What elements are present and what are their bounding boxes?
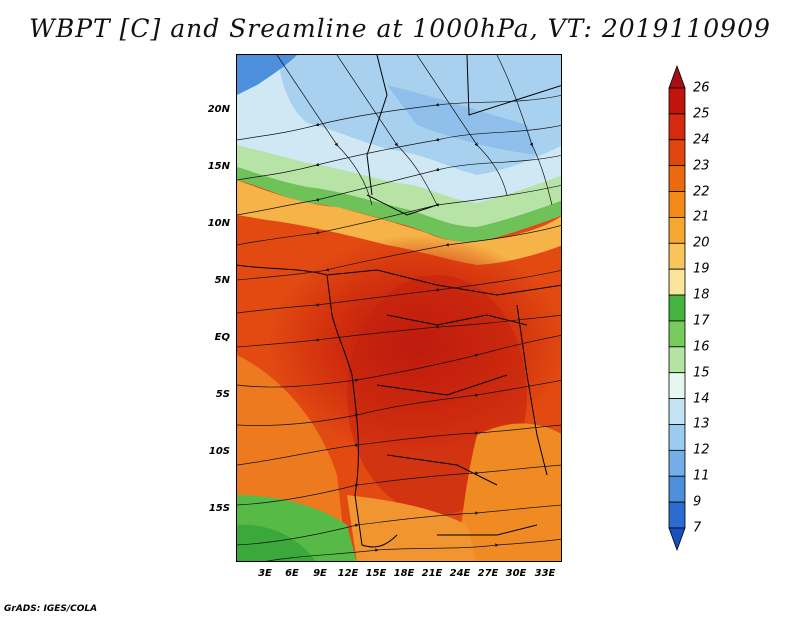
colorbar-segment: [669, 192, 685, 218]
lon-tick-label: 18E: [394, 568, 415, 579]
weather-map: [236, 54, 562, 562]
colorbar-segment: [669, 140, 685, 166]
lat-tick-label: 15N: [208, 161, 230, 172]
colorbar-label: 18: [693, 288, 710, 303]
colorbar-segment: [669, 450, 685, 476]
lat-tick-label: 10N: [208, 218, 230, 229]
lat-tick-label: 5S: [216, 389, 230, 400]
lon-tick-label: 30E: [506, 568, 527, 579]
colorbar-segment: [669, 502, 685, 528]
map-title: WBPT [C] and Sreamline at 1000hPa, VT: 2…: [0, 14, 800, 43]
colorbar-label: 14: [693, 391, 710, 406]
colorbar-segment: [669, 88, 685, 114]
colorbar-segment: [669, 114, 685, 140]
colorbar-segment: [669, 217, 685, 243]
colorbar-label: 20: [693, 236, 710, 251]
lat-tick-label: 15S: [209, 503, 230, 514]
colorbar-label: 24: [693, 132, 710, 147]
lat-tick-label: 10S: [209, 446, 230, 457]
colorbar-label: 19: [693, 262, 710, 277]
lat-tick-label: 20N: [208, 104, 230, 115]
colorbar-label: 7: [693, 521, 701, 536]
colorbar-segment: [669, 373, 685, 399]
lon-tick-label: 21E: [422, 568, 443, 579]
colorbar-top-arrow: [669, 66, 685, 88]
colorbar-bottom-arrow: [669, 528, 685, 550]
colorbar-segment: [669, 321, 685, 347]
colorbar-segment: [669, 166, 685, 192]
lon-tick-label: 27E: [478, 568, 499, 579]
lon-tick-label: 33E: [535, 568, 556, 579]
lat-tick-label: 5N: [215, 275, 230, 286]
lat-tick-label: EQ: [215, 332, 230, 343]
colorbar-label: 9: [693, 495, 701, 510]
colorbar-label: 16: [693, 339, 710, 354]
lon-tick-label: 12E: [338, 568, 359, 579]
colorbar-label: 17: [693, 313, 710, 328]
colorbar: [662, 58, 692, 558]
colorbar-segment: [669, 476, 685, 502]
colorbar-label: 22: [693, 184, 710, 199]
map-canvas: [237, 55, 562, 562]
colorbar-label: 25: [693, 106, 710, 121]
lon-tick-label: 3E: [258, 568, 272, 579]
colorbar-label: 13: [693, 417, 710, 432]
colorbar-label: 15: [693, 365, 710, 380]
colorbar-label: 12: [693, 443, 710, 458]
colorbar-label: 23: [693, 158, 710, 173]
lon-tick-label: 9E: [313, 568, 327, 579]
lon-tick-label: 15E: [366, 568, 387, 579]
colorbar-segment: [669, 295, 685, 321]
colorbar-segment: [669, 347, 685, 373]
colorbar-label: 11: [693, 469, 710, 484]
colorbar-label: 21: [693, 210, 710, 225]
footer-credit: GrADS: IGES/COLA: [4, 604, 97, 614]
colorbar-segment: [669, 399, 685, 425]
colorbar-segment: [669, 243, 685, 269]
colorbar-segment: [669, 424, 685, 450]
colorbar-label: 26: [693, 81, 710, 96]
lon-tick-label: 6E: [285, 568, 299, 579]
lon-tick-label: 24E: [450, 568, 471, 579]
colorbar-segment: [669, 269, 685, 295]
